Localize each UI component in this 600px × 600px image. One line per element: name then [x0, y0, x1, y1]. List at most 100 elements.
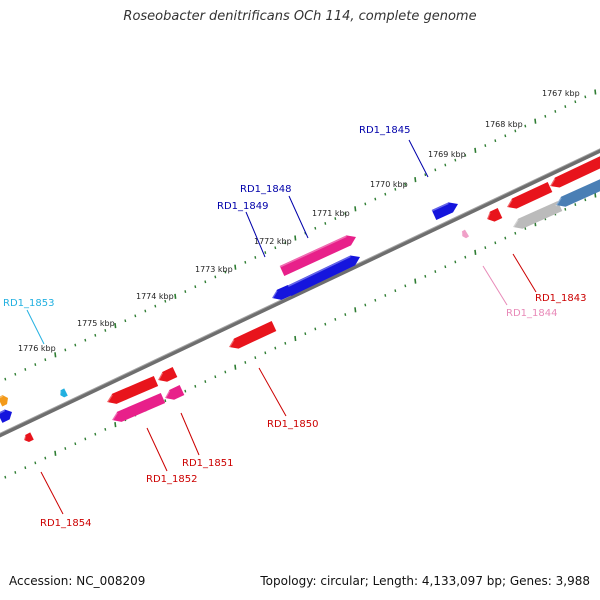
inner-tick — [404, 284, 407, 288]
outer-tick — [154, 304, 157, 308]
inner-tick — [214, 375, 217, 379]
outer-tick — [334, 217, 337, 220]
outer-tick — [24, 367, 27, 371]
outer-tick — [504, 134, 507, 138]
outer-tick — [184, 290, 187, 293]
tick-track-inner — [4, 192, 597, 479]
outer-tick — [144, 309, 147, 313]
gene-label-rd1-1852: RD1_1852 — [146, 474, 197, 485]
outer-tick — [224, 270, 227, 274]
tick-labels: 1767 kbp 1768 kbp 1769 kbp 1770 kbp 1771 kbp… — [18, 89, 580, 353]
inner-tick — [494, 241, 497, 245]
tick-label: 1772 kbp — [254, 237, 292, 246]
label-leader-line — [258, 367, 287, 417]
outer-tick — [254, 256, 257, 259]
outer-tick — [84, 338, 87, 342]
tick-track-outer — [4, 89, 597, 381]
inner-tick — [264, 351, 267, 355]
outer-tick — [134, 314, 137, 318]
gene-label-rd1-1853: RD1_1853 — [3, 298, 54, 309]
gene-label-rd1-1843: RD1_1843 — [535, 293, 586, 304]
outer-tick — [34, 363, 37, 366]
outer-tick — [324, 221, 327, 225]
inner-tick — [364, 303, 367, 307]
outer-tick — [384, 192, 387, 196]
gene-grey-block — [512, 200, 563, 229]
outer-tick — [104, 329, 107, 332]
gene-labels: RD1_1843 RD1_1844 RD1_1845 RD1_1848 RD1_1849… — [3, 125, 586, 529]
outer-tick — [464, 153, 467, 157]
tick-label: 1775 kbp — [77, 319, 115, 328]
inner-tick — [274, 346, 277, 350]
inner-tick — [424, 274, 427, 278]
inner-tick — [84, 437, 87, 441]
inner-tick — [374, 298, 377, 302]
gene-forward-edge-block — [0, 409, 12, 423]
gene-label-rd1-1850: RD1_1850 — [267, 419, 318, 430]
gene-rd1-1852-block — [111, 392, 166, 422]
inner-tick — [454, 260, 457, 264]
gene-label-rd1-1849: RD1_1849 — [217, 201, 268, 212]
inner-tick — [4, 475, 7, 479]
inner-tick — [114, 422, 117, 428]
outer-tick — [444, 163, 447, 167]
outer-tick — [474, 147, 477, 153]
label-leader-line — [40, 471, 64, 515]
gene-rd1-1848-block — [286, 255, 360, 296]
gene-rd1-1845-block — [431, 202, 458, 220]
tick-label: 1767 kbp — [542, 89, 580, 98]
outer-tick — [434, 168, 437, 172]
gene-rd1-1849-block — [271, 284, 293, 300]
inner-tick — [584, 198, 587, 202]
outer-tick — [44, 358, 47, 362]
gene-orange-block — [0, 395, 8, 407]
gene-label-rd1-1854: RD1_1854 — [40, 518, 91, 529]
label-leader-line — [408, 139, 429, 178]
inner-tick — [324, 322, 327, 326]
inner-tick — [304, 332, 307, 336]
outer-tick — [564, 105, 567, 109]
outer-tick — [424, 173, 427, 177]
inner-tick — [194, 384, 197, 388]
gene-rd1-1853-block — [59, 388, 68, 398]
inner-tick — [94, 432, 97, 436]
inner-tick — [434, 270, 437, 273]
outer-tick — [534, 118, 537, 124]
outer-tick — [264, 251, 267, 255]
tick-label: 1769 kbp — [428, 150, 466, 159]
outer-tick — [54, 352, 57, 358]
outer-tick — [364, 202, 367, 206]
outer-tick — [574, 100, 577, 104]
inner-tick — [224, 370, 227, 374]
gene-rd1-1844-block — [461, 229, 470, 239]
outer-tick — [284, 241, 287, 245]
outer-tick — [594, 89, 597, 95]
inner-tick — [74, 442, 77, 446]
inner-tick — [344, 313, 347, 316]
gene-rd1-1843-block — [486, 208, 503, 222]
label-leader-line — [26, 309, 45, 345]
inner-tick — [414, 278, 417, 284]
label-leaders — [26, 139, 537, 515]
tick-label: 1773 kbp — [195, 265, 233, 274]
gene-rd1-1854-block — [23, 432, 34, 442]
genome-backbone — [0, 148, 600, 438]
inner-tick — [34, 461, 37, 465]
outer-tick — [554, 110, 557, 113]
inner-tick — [184, 389, 187, 393]
outer-tick — [314, 226, 317, 230]
inner-tick — [334, 317, 337, 321]
gene-features — [0, 156, 600, 442]
gene-steel-block — [555, 179, 600, 207]
inner-tick — [464, 255, 467, 259]
outer-tick — [4, 377, 7, 381]
gene-label-rd1-1848: RD1_1848 — [240, 184, 291, 195]
inner-tick — [474, 249, 477, 255]
inner-tick — [444, 265, 447, 269]
inner-tick — [24, 466, 27, 470]
outer-tick — [194, 285, 197, 289]
map-title: Roseobacter denitrificans OCh 114, compl… — [123, 9, 477, 24]
gene-rd1-1851-block — [157, 367, 178, 382]
accession-label: Accession: NC_008209 — [9, 574, 146, 588]
